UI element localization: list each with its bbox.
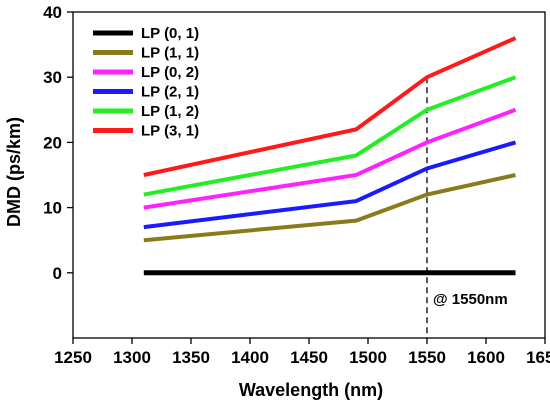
legend-label: LP (1, 2) bbox=[141, 103, 199, 120]
y-tick-label: 40 bbox=[43, 3, 62, 22]
x-tick-label: 1550 bbox=[408, 348, 446, 367]
reference-line-label: @ 1550nm bbox=[433, 291, 508, 308]
legend-label: LP (3, 1) bbox=[141, 123, 199, 140]
legend-label: LP (2, 1) bbox=[141, 84, 199, 101]
x-tick-label: 1300 bbox=[113, 348, 151, 367]
x-tick-label: 1500 bbox=[349, 348, 387, 367]
series-line bbox=[143, 75, 517, 197]
series-line bbox=[143, 140, 517, 230]
y-tick-label: 30 bbox=[43, 68, 62, 87]
y-tick-label: 10 bbox=[43, 199, 62, 218]
series-line bbox=[143, 36, 517, 177]
x-tick-label: 1350 bbox=[172, 348, 210, 367]
legend-label: LP (0, 2) bbox=[141, 64, 199, 81]
series-line bbox=[143, 173, 516, 243]
x-axis-title: Wavelength (nm) bbox=[239, 380, 383, 400]
x-tick-label: 1250 bbox=[54, 348, 92, 367]
x-tick-label: 1600 bbox=[467, 348, 505, 367]
x-tick-label: 1400 bbox=[231, 348, 269, 367]
series-line bbox=[143, 107, 517, 210]
legend-label: LP (1, 1) bbox=[141, 45, 199, 62]
y-tick-label: 0 bbox=[53, 264, 62, 283]
legend-label: LP (0, 1) bbox=[141, 25, 199, 42]
y-axis-title: DMD (ps/km) bbox=[4, 117, 24, 227]
x-tick-label: 1450 bbox=[290, 348, 328, 367]
y-tick-label: 20 bbox=[43, 133, 62, 152]
